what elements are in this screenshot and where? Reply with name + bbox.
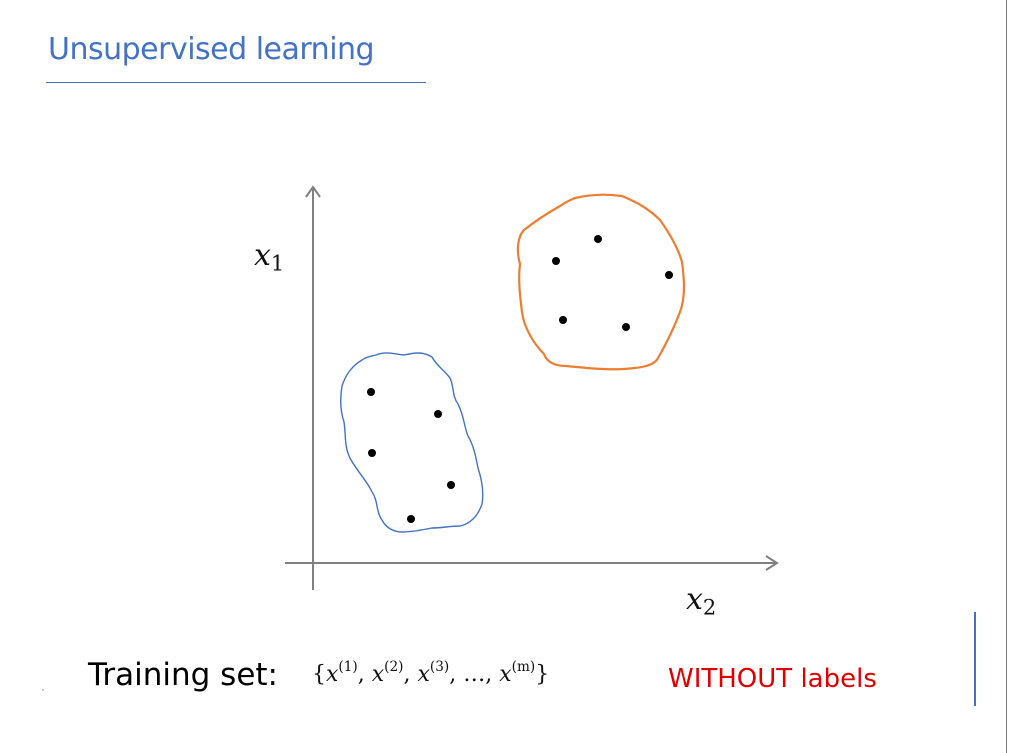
x-axis-label-var: x xyxy=(686,582,703,617)
data-point xyxy=(622,323,630,331)
x-axis-label: x2 xyxy=(686,582,716,619)
faint-mark xyxy=(42,689,44,691)
y-axis-label: x1 xyxy=(254,238,284,275)
without-labels-note: WITHOUT labels xyxy=(668,664,877,694)
formula-comma-2: , xyxy=(403,662,418,687)
axes xyxy=(285,185,779,590)
formula-sup-m: (m) xyxy=(511,658,536,675)
y-axis-arrowhead xyxy=(305,185,321,198)
formula-var-1: x xyxy=(326,662,339,687)
points-blue-cluster xyxy=(367,388,455,523)
formula-var-m: x xyxy=(499,662,512,687)
formula-comma-1: , xyxy=(357,662,372,687)
set-open-brace: { xyxy=(312,662,326,687)
formula-ellipsis: … xyxy=(463,662,486,687)
data-point xyxy=(367,388,375,396)
x-axis-label-sub: 2 xyxy=(702,595,717,620)
title-underline xyxy=(46,82,426,83)
formula-sup-1: (1) xyxy=(338,658,358,675)
y-axis-label-sub: 1 xyxy=(270,251,285,276)
data-point xyxy=(552,257,560,265)
data-point xyxy=(434,410,442,418)
cluster-boundary-blue xyxy=(339,352,484,533)
slide-title: Unsupervised learning xyxy=(48,32,375,67)
cluster-boundary-orange xyxy=(516,193,686,371)
formula-var-2: x xyxy=(371,662,385,687)
data-point xyxy=(447,481,455,489)
formula-var-3: x xyxy=(417,662,430,687)
slide-right-border xyxy=(1006,0,1007,753)
points-orange-cluster xyxy=(552,235,673,331)
side-accent-line xyxy=(974,612,976,706)
data-point xyxy=(559,316,567,324)
formula-sup-2: (2) xyxy=(384,658,404,675)
data-point xyxy=(368,449,376,457)
training-set-label: Training set: xyxy=(88,657,278,693)
training-set-formula: {x(1), x(2), x(3), …, x(m)} xyxy=(312,658,550,687)
y-axis-label-var: x xyxy=(254,238,271,273)
formula-sup-3: (3) xyxy=(429,658,450,675)
formula-comma-3: , xyxy=(449,662,464,687)
set-close-brace: } xyxy=(535,662,550,687)
data-point xyxy=(407,515,415,523)
formula-comma-4: , xyxy=(485,662,500,687)
x-axis-arrowhead xyxy=(765,555,779,571)
data-point xyxy=(594,235,602,243)
data-point xyxy=(665,271,673,279)
